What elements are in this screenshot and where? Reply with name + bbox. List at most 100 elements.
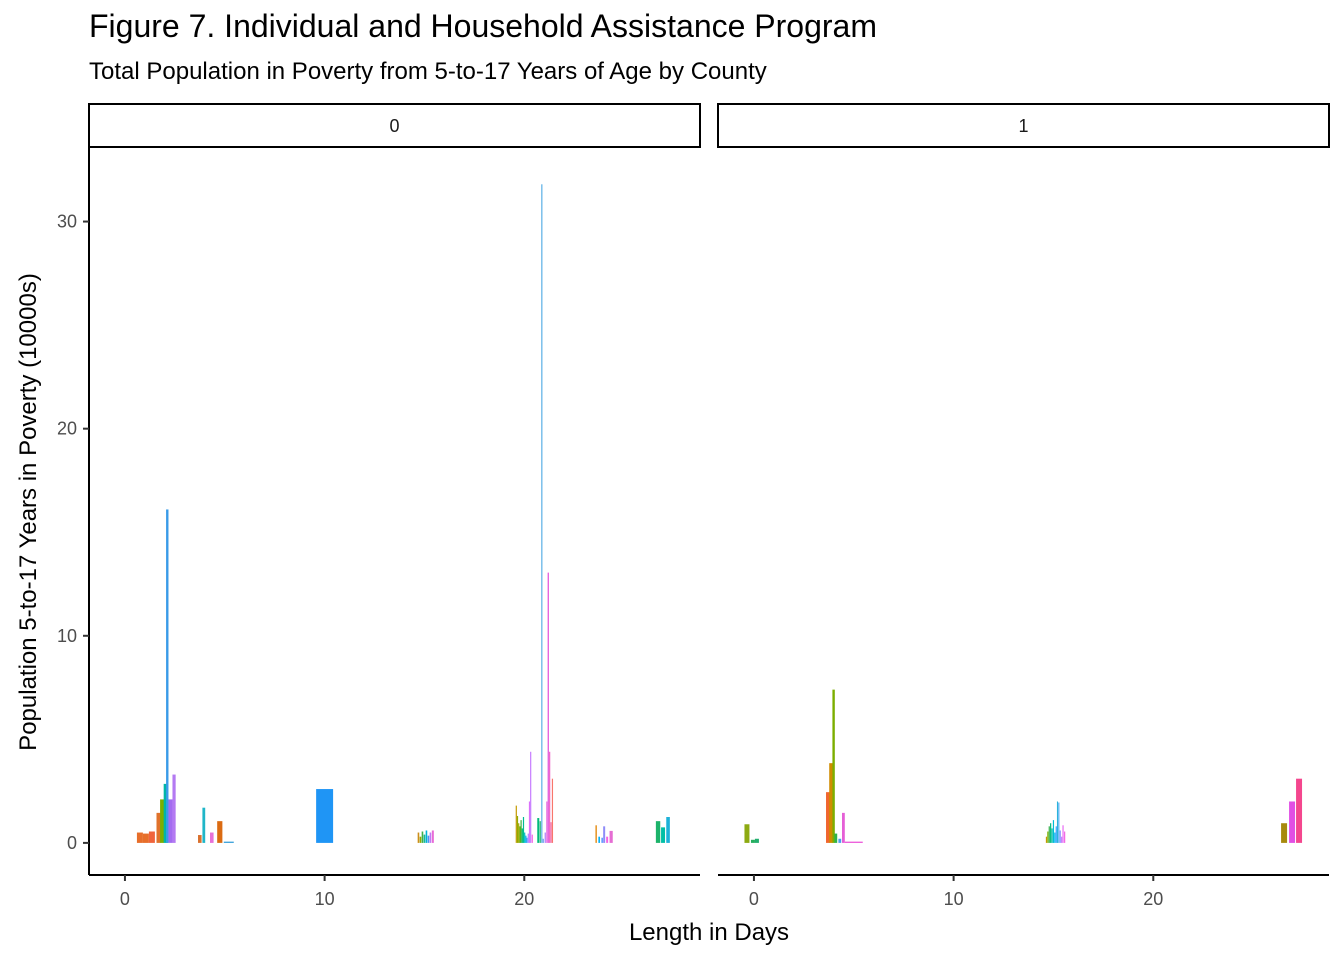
- facet-0-bar-47: [595, 825, 597, 843]
- facet-1-x-tick-label-20: 20: [1143, 889, 1163, 909]
- facet-0-bar-29: [522, 817, 525, 843]
- facet-0-x-tick-label-10: 10: [315, 889, 335, 909]
- facet-1-bar-9: [844, 841, 863, 843]
- facet-strip-label-0: 0: [389, 116, 399, 136]
- facet-0-bar-4: [160, 799, 165, 843]
- facet-0-bar-51: [606, 836, 609, 843]
- facet-0-bar-11: [210, 832, 214, 843]
- facet-0-bar-2: [148, 831, 155, 843]
- facet-0-bar-30: [524, 832, 526, 843]
- facet-1-bar-5: [832, 689, 835, 843]
- facet-1-bar-13: [1050, 823, 1052, 843]
- y-axis-ticks: 0 10 20 30: [57, 212, 89, 853]
- facet-1-bar-7: [838, 838, 842, 843]
- facet-1-bar-1: [750, 839, 755, 843]
- facet-0-bar-55: [666, 817, 670, 843]
- facet-1-bar-23: [1064, 831, 1066, 843]
- facet-1-bar-14: [1051, 828, 1053, 843]
- facet-1-bar-18: [1056, 801, 1058, 843]
- facet-1-x-tick-label-0: 0: [749, 889, 759, 909]
- facet-0-bar-21: [429, 832, 432, 843]
- facet-1-bar-15: [1052, 820, 1055, 843]
- facet-1-bar-16: [1054, 832, 1056, 843]
- facet-0-bar-7: [168, 799, 173, 843]
- facet-0-bar-27: [520, 820, 522, 843]
- facet-0-bar-46: [551, 778, 554, 843]
- facet-1-bar-17: [1055, 826, 1057, 843]
- facet-0-bar-28: [521, 828, 523, 843]
- facet-bars-0: [136, 184, 670, 843]
- facet-0-bar-10: [202, 807, 206, 843]
- facet-0-bar-15: [417, 832, 420, 843]
- facet-0-bar-16: [419, 836, 422, 843]
- facet-0-bar-0: [136, 832, 143, 843]
- facet-1-bar-8: [842, 812, 845, 843]
- facet-0-bar-6: [166, 509, 169, 843]
- y-axis-title: Population 5-to-17 Years in Poverty (100…: [15, 273, 42, 751]
- facet-1-bar-20: [1059, 830, 1061, 843]
- facet-0-bar-39: [541, 184, 543, 843]
- facet-0-bar-33: [527, 833, 529, 843]
- facet-0-bar-31: [525, 835, 527, 843]
- facet-0-bar-14: [316, 789, 334, 843]
- facet-1-bar-21: [1061, 836, 1063, 843]
- facet-0-bar-13: [223, 841, 234, 843]
- facet-0-bar-36: [531, 834, 533, 843]
- facet-1-bar-26: [1296, 778, 1303, 843]
- facet-0-bar-23: [515, 805, 517, 843]
- y-tick-label-30: 30: [57, 212, 77, 232]
- facet-1-x-ticks: 0 10 20: [749, 875, 1163, 909]
- facet-strip-1: [717, 103, 1330, 148]
- facet-0-bar-40: [542, 838, 544, 843]
- facet-0-bar-8: [172, 774, 176, 843]
- facet-0-bar-17: [421, 831, 424, 843]
- facet-1-bar-22: [1062, 825, 1064, 843]
- facet-0-bar-41: [544, 832, 546, 843]
- facet-0-x-tick-label-20: 20: [514, 889, 534, 909]
- facet-1-bar-12: [1048, 826, 1050, 843]
- facet-0-bar-38: [539, 821, 541, 843]
- facet-bars-1: [744, 689, 1303, 843]
- facet-0-bar-12: [217, 821, 223, 843]
- facet-0-x-tick-label-0: 0: [120, 889, 130, 909]
- facet-0-bar-3: [156, 812, 161, 843]
- chart-title: Figure 7. Individual and Household Assis…: [89, 8, 877, 44]
- facet-0-bar-43: [547, 572, 549, 843]
- facet-1-x-tick-label-10: 10: [944, 889, 964, 909]
- facet-0-bar-37: [537, 818, 540, 843]
- facet-0-bar-34: [528, 801, 531, 843]
- facet-strip-label-1: 1: [1018, 116, 1028, 136]
- facet-strip-0: [88, 103, 701, 148]
- facet-0-bar-44: [549, 751, 551, 843]
- facet-0-bar-1: [142, 833, 149, 843]
- facet-0-x-ticks: 0 10 20: [120, 875, 534, 909]
- facet-1-bar-3: [826, 792, 830, 843]
- facet-0-bar-52: [609, 830, 613, 843]
- facet-0-bar-24: [516, 815, 519, 843]
- facet-0-bar-35: [530, 751, 532, 843]
- facet-1-bar-19: [1058, 802, 1060, 843]
- facet-panel-0: 0 0 10 20 0 10 20 30: [57, 103, 701, 909]
- facet-0-bar-18: [423, 834, 426, 843]
- facet-0-bar-22: [431, 830, 434, 843]
- facet-1-bar-4: [829, 763, 833, 843]
- x-axis-title: Length in Days: [629, 919, 789, 946]
- chart-subtitle: Total Population in Poverty from 5-to-17…: [89, 58, 767, 85]
- facet-0-bar-42: [546, 801, 548, 843]
- y-tick-label-10: 10: [57, 626, 77, 646]
- facet-1-bar-2: [754, 838, 759, 843]
- facet-0-bar-26: [519, 826, 521, 843]
- facet-0-bar-19: [425, 830, 428, 843]
- facet-1-bar-10: [1045, 836, 1048, 843]
- facet-0-bar-25: [518, 823, 520, 843]
- facet-1-bar-11: [1047, 831, 1049, 843]
- facet-0-bar-50: [603, 826, 606, 843]
- facet-0-bar-54: [661, 827, 666, 843]
- facet-1-bar-25: [1289, 801, 1296, 843]
- facet-0-bar-45: [550, 822, 552, 843]
- facet-0-bar-48: [598, 836, 600, 843]
- facet-0-bar-20: [427, 835, 430, 843]
- facet-panel-1: 1 0 10 20: [717, 103, 1330, 909]
- facet-0-bar-9: [198, 835, 202, 843]
- facet-1-bar-24: [1281, 823, 1288, 843]
